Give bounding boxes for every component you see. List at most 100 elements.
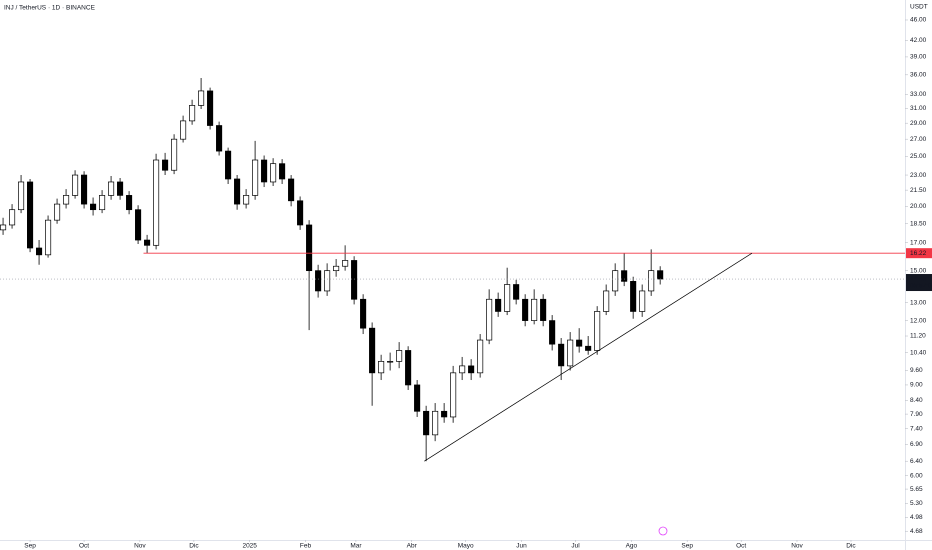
candle-body [594,311,601,351]
y-tick-label: 6.40 [910,458,923,465]
x-tick-label: Sep [681,543,693,550]
y-tick-label: 5.65 [910,486,923,493]
x-tick-label: Mar [350,543,362,550]
candle-body [198,90,205,106]
candle-body [81,174,88,205]
candle-body [189,105,196,122]
candle-body [639,290,646,312]
candle-body [351,260,358,300]
candle-body [315,270,322,292]
candle-body [549,320,556,345]
candle-body [423,410,430,436]
candle-body [153,159,160,246]
candle-body [468,365,475,374]
last-price-label: 14.45 [910,276,927,283]
candle-body [288,178,295,202]
candle-body [99,195,106,211]
x-tick-label: Oct [79,543,89,550]
event-icon[interactable] [658,526,668,536]
candle-body [531,298,538,321]
y-tick-label: 13.00 [910,299,927,306]
y-tick-label: 7.90 [910,411,923,418]
candle-body [279,163,286,180]
chart-title: INJ / TetherUS · 1D · BINANCE [4,5,96,12]
candle-body [504,284,511,312]
x-tick-label: Jun [516,543,527,550]
candle-body [513,284,520,300]
candle-body [378,361,385,374]
y-tick-label: 39.00 [910,54,927,61]
y-tick-label: 23.00 [910,172,927,179]
candle-body [342,260,349,267]
candle-body [540,298,547,321]
countdown: 05:57:08 [910,283,932,290]
y-axis-label: USDT [910,4,928,11]
candle-body [495,298,502,312]
y-tick-label: 18.50 [910,220,927,227]
candle-body [648,270,655,292]
y-tick-label: 5.30 [910,500,923,507]
horizontal-line-tag [906,248,932,259]
x-tick-label: Dic [846,543,856,550]
y-tick-label: 4.68 [910,528,923,535]
candle-body [387,361,394,363]
candle-body [558,343,565,367]
candle-body [459,365,466,374]
y-tick-label: 33.00 [910,91,927,98]
candle-body [162,159,169,171]
y-tick-label: 7.40 [910,425,923,432]
x-tick-label: Abr [407,543,418,550]
candle-body [270,163,277,183]
y-tick-label: 25.00 [910,153,927,160]
candle-body [432,410,439,436]
candle-body [54,203,61,221]
x-tick-label: Mayo [458,543,474,550]
y-tick-label: 15.00 [910,267,927,274]
candle-body [90,203,97,211]
candle-body [63,195,70,205]
candle-body [567,339,574,367]
candle-body [126,195,133,211]
y-tick-label: 46.00 [910,17,927,24]
y-tick-label: 20.00 [910,203,927,210]
candle-body [486,298,493,341]
y-tick-label: 42.00 [910,37,927,44]
candle-body [405,350,412,386]
y-tick-label: 17.00 [910,239,927,246]
candle-body [117,181,124,196]
y-tick-label: 21.50 [910,187,927,194]
candle-body [477,339,484,374]
trendline [424,252,753,462]
y-tick-label: 31.00 [910,105,927,112]
candle-body [630,281,637,312]
candle-body [216,125,223,152]
candle-body [27,181,34,249]
candle-body [297,200,304,226]
y-tick-label: 6.90 [910,441,923,448]
candle-body [18,181,25,211]
y-tick-label: 9.00 [910,382,923,389]
x-tick-label: Ago [626,543,638,550]
candle-body [612,270,619,292]
candle-body [324,270,331,292]
y-tick-label: 6.00 [910,472,923,479]
y-tick-label: 27.00 [910,136,927,143]
candle-body [333,265,340,272]
x-tick-label: Jul [571,543,580,550]
candle-body [306,224,313,272]
candle-body [108,181,115,196]
candle-body [36,247,43,256]
candle-body [603,290,610,312]
x-tick-label: 2025 [242,543,257,550]
y-tick-label: 11.20 [910,333,926,340]
candle-body [225,150,232,180]
y-tick-label: 36.00 [910,72,927,79]
candle-body [522,298,529,321]
candle-body [441,410,448,418]
y-tick-label: 12.00 [910,317,927,324]
candle-body [72,174,79,196]
candle-body [657,270,664,280]
